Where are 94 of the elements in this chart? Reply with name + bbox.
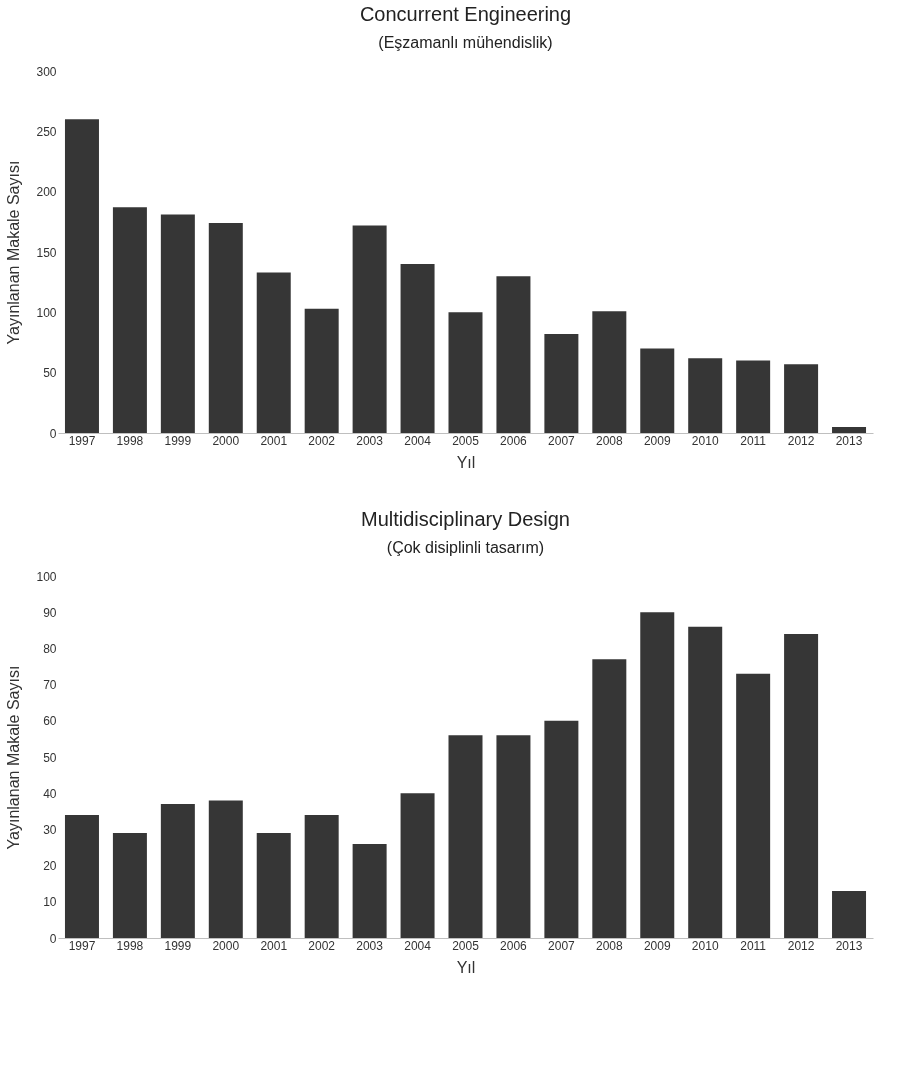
bar <box>304 814 339 938</box>
bar <box>496 735 531 938</box>
bar <box>208 223 243 433</box>
x-tick-label: 2002 <box>308 433 336 448</box>
y-tick-label: 50 <box>43 750 57 765</box>
y-tick-label: 90 <box>43 605 57 620</box>
x-tick-label: 2001 <box>260 938 288 953</box>
y-tick-label: 50 <box>43 366 57 381</box>
x-tick-label: 2008 <box>595 433 623 448</box>
x-tick-label: 2006 <box>500 433 528 448</box>
y-axis-title: Yayınlanan Makale Sayısı <box>5 160 23 345</box>
x-tick-label: 1997 <box>68 938 96 953</box>
x-tick-label: 2006 <box>500 938 528 953</box>
bar <box>544 720 579 938</box>
x-tick-label: 2002 <box>308 938 336 953</box>
y-tick-label: 60 <box>43 714 57 729</box>
y-tick-label: 10 <box>43 895 57 910</box>
x-tick-label: 2009 <box>643 433 671 448</box>
bar <box>496 276 531 433</box>
y-tick-label: 150 <box>36 245 57 260</box>
x-tick-label: 2005 <box>452 938 480 953</box>
x-tick-label: 2011 <box>740 433 767 448</box>
x-tick-label: 2007 <box>548 433 576 448</box>
x-tick-label: 2001 <box>260 433 288 448</box>
x-tick-label: 2011 <box>740 938 767 953</box>
y-tick-label: 250 <box>36 124 57 139</box>
bar <box>160 804 195 938</box>
bar <box>544 334 579 433</box>
x-tick-label: 2000 <box>212 938 240 953</box>
chart-title: Multidisciplinary Design <box>361 508 570 530</box>
bar <box>400 793 435 938</box>
bar <box>736 360 771 433</box>
x-tick-label: 1998 <box>116 938 144 953</box>
bar <box>832 426 867 433</box>
bar <box>784 364 819 433</box>
y-tick-label: 20 <box>43 859 57 874</box>
x-tick-label: 2012 <box>787 433 815 448</box>
chart-subtitle: (Çok disiplinli tasarım) <box>386 539 545 556</box>
bar <box>688 358 723 433</box>
bar <box>256 833 291 938</box>
y-tick-label: 100 <box>36 305 57 320</box>
bar <box>400 264 435 433</box>
x-tick-label: 2000 <box>212 433 240 448</box>
chart-title: Concurrent Engineering <box>359 3 572 25</box>
y-tick-label: 300 <box>36 64 57 79</box>
y-tick-label: 70 <box>43 678 57 693</box>
x-tick-label: 2008 <box>595 938 623 953</box>
bar <box>112 207 147 433</box>
y-tick-label: 0 <box>49 931 57 946</box>
bar <box>352 225 387 433</box>
bar <box>832 890 867 938</box>
x-tick-label: 2012 <box>787 938 815 953</box>
x-tick-label: 1999 <box>164 938 192 953</box>
y-tick-label: 30 <box>43 822 57 837</box>
bar <box>592 311 627 433</box>
y-axis-title: Yayınlanan Makale Sayısı <box>5 665 23 850</box>
bar <box>640 348 675 433</box>
x-tick-label: 2005 <box>452 433 480 448</box>
bar <box>304 308 339 433</box>
x-tick-label: 2003 <box>356 938 384 953</box>
bar <box>592 659 627 938</box>
bar <box>160 214 195 433</box>
x-tick-label: 2007 <box>548 938 576 953</box>
x-tick-label: 2009 <box>643 938 671 953</box>
bar <box>112 833 147 938</box>
x-tick-label: 2013 <box>835 938 863 953</box>
bar <box>784 633 819 938</box>
y-tick-label: 100 <box>36 569 57 584</box>
x-tick-label: 1998 <box>116 433 144 448</box>
chart-subtitle: (Eşzamanlı mühendislik) <box>378 34 553 51</box>
bar <box>256 272 291 433</box>
x-tick-label: 2004 <box>404 433 432 448</box>
bar <box>688 626 723 938</box>
y-tick-label: 80 <box>43 641 57 656</box>
x-axis-title: Yıl <box>456 453 476 471</box>
bar <box>64 814 99 938</box>
bar <box>640 612 675 938</box>
y-tick-label: 40 <box>43 786 57 801</box>
x-tick-label: 1999 <box>164 433 192 448</box>
x-tick-label: 2003 <box>356 433 384 448</box>
x-axis-title: Yıl <box>456 958 476 976</box>
y-tick-label: 0 <box>49 426 57 441</box>
x-tick-label: 2013 <box>835 433 863 448</box>
x-tick-label: 2010 <box>691 433 719 448</box>
x-tick-label: 2004 <box>404 938 432 953</box>
bar <box>208 800 243 938</box>
bar <box>448 312 483 433</box>
x-tick-label: 1997 <box>68 433 96 448</box>
y-tick-label: 200 <box>36 185 57 200</box>
bar <box>352 843 387 938</box>
bar <box>736 673 771 938</box>
x-tick-label: 2010 <box>691 938 719 953</box>
bar <box>64 119 99 433</box>
bar <box>448 735 483 938</box>
